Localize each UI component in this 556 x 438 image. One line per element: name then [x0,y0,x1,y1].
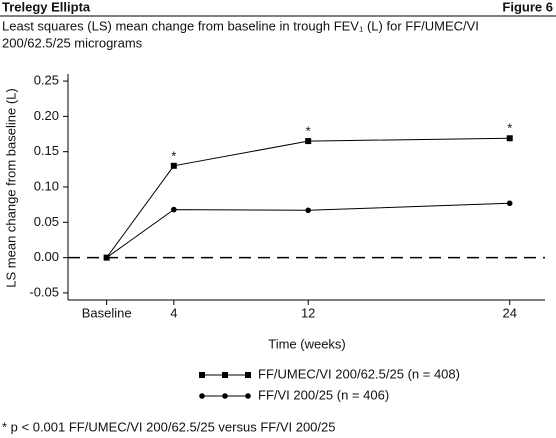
legend-marker [245,393,251,399]
y-tick-label: 0.05 [34,214,59,229]
chart-title: Least squares (LS) mean change from base… [2,18,479,33]
y-tick-label: 0.25 [34,73,59,88]
data-point [170,162,177,169]
legend-label: FF/VI 200/25 (n = 406) [258,387,389,402]
y-axis-label: LS mean change from baseline (L) [3,88,18,287]
legend-marker [222,372,228,378]
series-line [106,202,510,259]
y-tick-label: 0.10 [34,178,59,193]
chart-subtitle: 200/62.5/25 micrograms [2,35,143,50]
data-point [171,206,177,213]
x-tick-label: Baseline [82,305,132,320]
data-point [103,254,110,261]
x-tick-label: 24 [502,305,516,320]
legend-marker [245,372,251,378]
header-title: Trelegy Ellipta [2,0,91,14]
data-point [506,200,513,207]
footnote: * p < 0.001 FF/UMEC/VI 200/62.5/25 versu… [2,419,335,434]
legend-marker [222,393,228,399]
figure-label: Figure 6 [502,0,553,14]
legend-marker [199,372,205,378]
y-tick-label: 0.00 [34,249,59,264]
x-tick-label: 4 [170,305,177,320]
y-tick-label: -0.05 [29,284,59,299]
y-tick-label: 0.15 [34,143,59,158]
legend-marker [199,393,205,399]
significance-marker: * [171,148,176,163]
x-axis-label: Time (weeks) [268,336,346,351]
significance-marker: * [306,124,311,139]
y-tick-label: 0.20 [34,108,59,123]
legend-label: FF/UMEC/VI 200/62.5/25 (n = 408) [258,366,460,381]
significance-marker: * [507,121,512,136]
data-point [305,207,311,214]
x-tick-label: 12 [301,305,315,320]
data-point [305,138,312,145]
data-point [506,135,513,142]
series-line [106,137,510,258]
